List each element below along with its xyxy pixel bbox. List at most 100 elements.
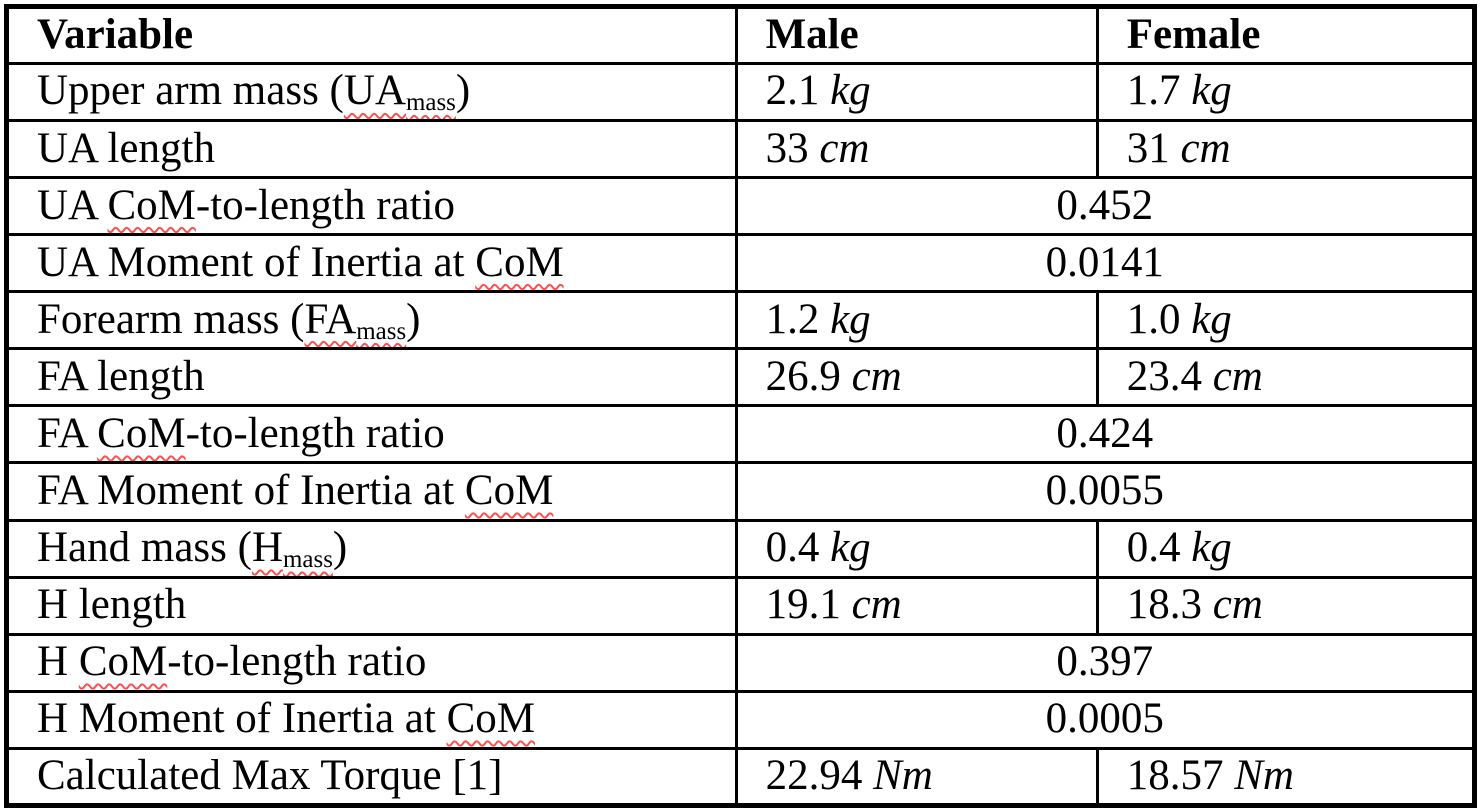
variable-label-text: CoM bbox=[97, 409, 186, 457]
variable-label-text: CoM bbox=[107, 181, 196, 229]
value-number: 19.1 bbox=[765, 581, 841, 629]
table-row: UA CoM-to-length ratio 0.452 bbox=[5, 176, 1477, 237]
table-row: Forearm mass (FAmass) 1.2 kg 1.0 kg bbox=[5, 290, 1477, 351]
table-row: UA length 33 cm 31 cm bbox=[5, 119, 1477, 180]
subscript-text: mass bbox=[283, 545, 333, 573]
variable-cell: FA length bbox=[5, 347, 738, 408]
value-unit: cm bbox=[851, 352, 902, 400]
variable-cell: H CoM-to-length ratio bbox=[5, 632, 738, 693]
value-unit: kg bbox=[830, 295, 871, 343]
header-row: Variable Male Female bbox=[5, 5, 1477, 65]
value-unit: Nm bbox=[873, 751, 933, 799]
variable-label-text: H length bbox=[37, 581, 187, 629]
value-number: 1.0 bbox=[1126, 295, 1181, 343]
variable-cell: H Moment of Inertia at CoM bbox=[5, 689, 738, 750]
value-number: 0.4 bbox=[1126, 523, 1181, 571]
table-row: H length 19.1 cm 18.3 cm bbox=[5, 575, 1477, 636]
male-value-cell: 22.94 Nm bbox=[734, 746, 1099, 808]
subscript-text: mass bbox=[356, 317, 407, 345]
value-unit: cm bbox=[1212, 581, 1263, 629]
variable-cell: FA Moment of Inertia at CoM bbox=[5, 461, 738, 522]
variable-label-text: H bbox=[37, 638, 79, 686]
female-value-cell: 18.3 cm bbox=[1095, 575, 1477, 636]
variable-label-text: UA bbox=[343, 67, 406, 115]
shared-value-cell: 0.424 bbox=[734, 404, 1477, 465]
variable-cell: UA Moment of Inertia at CoM bbox=[5, 233, 738, 294]
female-value-cell: 1.7 kg bbox=[1095, 61, 1477, 123]
female-value-cell: 18.57 Nm bbox=[1095, 746, 1477, 808]
variable-label-text: Forearm mass ( bbox=[37, 295, 305, 343]
value-number: 26.9 bbox=[765, 352, 841, 400]
female-value-cell: 1.0 kg bbox=[1095, 290, 1477, 351]
shared-value-cell: 0.452 bbox=[734, 176, 1477, 237]
value-unit: kg bbox=[1191, 67, 1232, 115]
variable-label-text: FA Moment of Inertia at bbox=[37, 466, 465, 514]
variable-label-text: CoM bbox=[78, 638, 168, 686]
table-body: Upper arm mass (UAmass) 2.1 kg 1.7 kg UA le… bbox=[5, 61, 1477, 808]
variable-cell: Calculated Max Torque [1] bbox=[5, 746, 738, 808]
variable-cell: Forearm mass (FAmass) bbox=[5, 290, 738, 351]
value-number: 18.3 bbox=[1126, 581, 1202, 629]
value-unit: cm bbox=[819, 124, 870, 172]
table-header: Variable Male Female bbox=[5, 5, 1477, 65]
variable-cell: H length bbox=[5, 575, 738, 636]
header-variable: Variable bbox=[5, 5, 738, 65]
male-value-cell: 2.1 kg bbox=[734, 61, 1099, 123]
table-row: FA Moment of Inertia at CoM 0.0055 bbox=[5, 461, 1477, 522]
value-number: 0.4 bbox=[765, 523, 820, 571]
male-value-cell: 19.1 cm bbox=[734, 575, 1099, 636]
value-unit: kg bbox=[1191, 295, 1232, 343]
variable-label-text: CoM bbox=[475, 238, 564, 286]
shared-value-cell: 0.0005 bbox=[734, 689, 1477, 750]
variable-label-text: -to-length ratio bbox=[167, 638, 427, 686]
value-unit: Nm bbox=[1234, 751, 1294, 799]
table-row: H CoM-to-length ratio 0.397 bbox=[5, 632, 1477, 693]
variable-label-text: FA bbox=[37, 409, 98, 457]
value-number: 23.4 bbox=[1126, 352, 1202, 400]
variable-label-text: Calculated Max Torque [1] bbox=[37, 751, 503, 799]
table-row: Hand mass (Hmass) 0.4 kg 0.4 kg bbox=[5, 518, 1477, 579]
table-row: Upper arm mass (UAmass) 2.1 kg 1.7 kg bbox=[5, 61, 1477, 123]
table-row: Calculated Max Torque [1] 22.94 Nm 18.57 N… bbox=[5, 746, 1477, 808]
male-value-cell: 1.2 kg bbox=[734, 290, 1099, 351]
header-male: Male bbox=[734, 5, 1099, 65]
value-number: 33 bbox=[765, 124, 809, 172]
variable-label-text: UA bbox=[37, 181, 108, 229]
value-unit: kg bbox=[830, 67, 871, 115]
variable-label-text: CoM bbox=[464, 466, 554, 514]
value-unit: cm bbox=[1180, 124, 1231, 172]
table-row: UA Moment of Inertia at CoM 0.0141 bbox=[5, 233, 1477, 294]
variable-label-text: UA Moment of Inertia at bbox=[37, 238, 476, 286]
shared-value-cell: 0.0141 bbox=[734, 233, 1477, 294]
variable-label-text: ) bbox=[332, 523, 348, 571]
variable-cell: UA length bbox=[5, 119, 738, 180]
value-unit: kg bbox=[830, 523, 871, 571]
variable-cell: FA CoM-to-length ratio bbox=[5, 404, 738, 465]
variable-label-text: UA length bbox=[37, 124, 215, 172]
value-unit: cm bbox=[1212, 352, 1263, 400]
female-value-cell: 31 cm bbox=[1095, 119, 1477, 180]
subscript-text: mass bbox=[406, 89, 456, 117]
value-number: 1.2 bbox=[765, 295, 820, 343]
value-number: 31 bbox=[1126, 124, 1170, 172]
value-number: 18.57 bbox=[1126, 751, 1224, 799]
male-value-cell: 0.4 kg bbox=[734, 518, 1099, 579]
value-unit: cm bbox=[851, 581, 902, 629]
male-value-cell: 33 cm bbox=[734, 119, 1099, 180]
variable-label-text: FA length bbox=[37, 352, 205, 400]
variable-label-text: H Moment of Inertia at bbox=[37, 695, 447, 743]
female-value-cell: 0.4 kg bbox=[1095, 518, 1477, 579]
variable-label-text: Hand mass ( bbox=[37, 523, 252, 571]
table-row: H Moment of Inertia at CoM 0.0005 bbox=[5, 689, 1477, 750]
header-female: Female bbox=[1095, 5, 1477, 65]
variable-label-text: ) bbox=[455, 67, 471, 115]
variable-cell: Hand mass (Hmass) bbox=[5, 518, 738, 579]
female-value-cell: 23.4 cm bbox=[1095, 347, 1477, 408]
variable-label-text: H bbox=[251, 523, 284, 571]
variable-cell: UA CoM-to-length ratio bbox=[5, 176, 738, 237]
value-unit: kg bbox=[1191, 523, 1232, 571]
variable-label-text: CoM bbox=[446, 695, 535, 743]
variable-label-text: -to-length ratio bbox=[185, 409, 445, 457]
value-number: 1.7 bbox=[1126, 67, 1181, 115]
